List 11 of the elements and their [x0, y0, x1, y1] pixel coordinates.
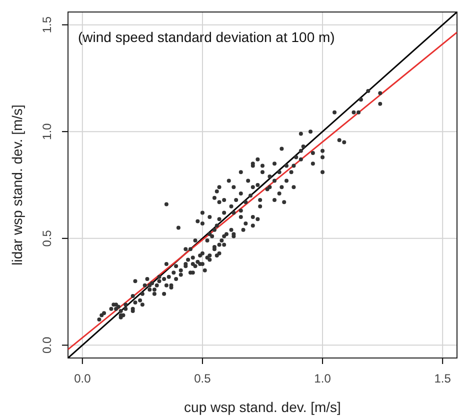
x-tick-label: 0.0: [74, 372, 92, 386]
x-tick-label: 1.5: [434, 372, 452, 386]
y-tick-label: 1.0: [40, 122, 54, 140]
x-tick-label: 1.0: [314, 372, 332, 386]
y-tick-label: 1.5: [40, 16, 54, 34]
y-tick-label: 0.0: [40, 336, 54, 354]
annotation: (wind speed standard deviation at 100 m): [78, 29, 335, 45]
x-tick-label: 0.5: [194, 372, 212, 386]
y-axis-title: lidar wsp stand. dev. [m/s]: [9, 104, 25, 266]
x-axis-title: cup wsp stand. dev. [m/s]: [184, 399, 341, 415]
y-tick-label: 0.5: [40, 230, 54, 247]
